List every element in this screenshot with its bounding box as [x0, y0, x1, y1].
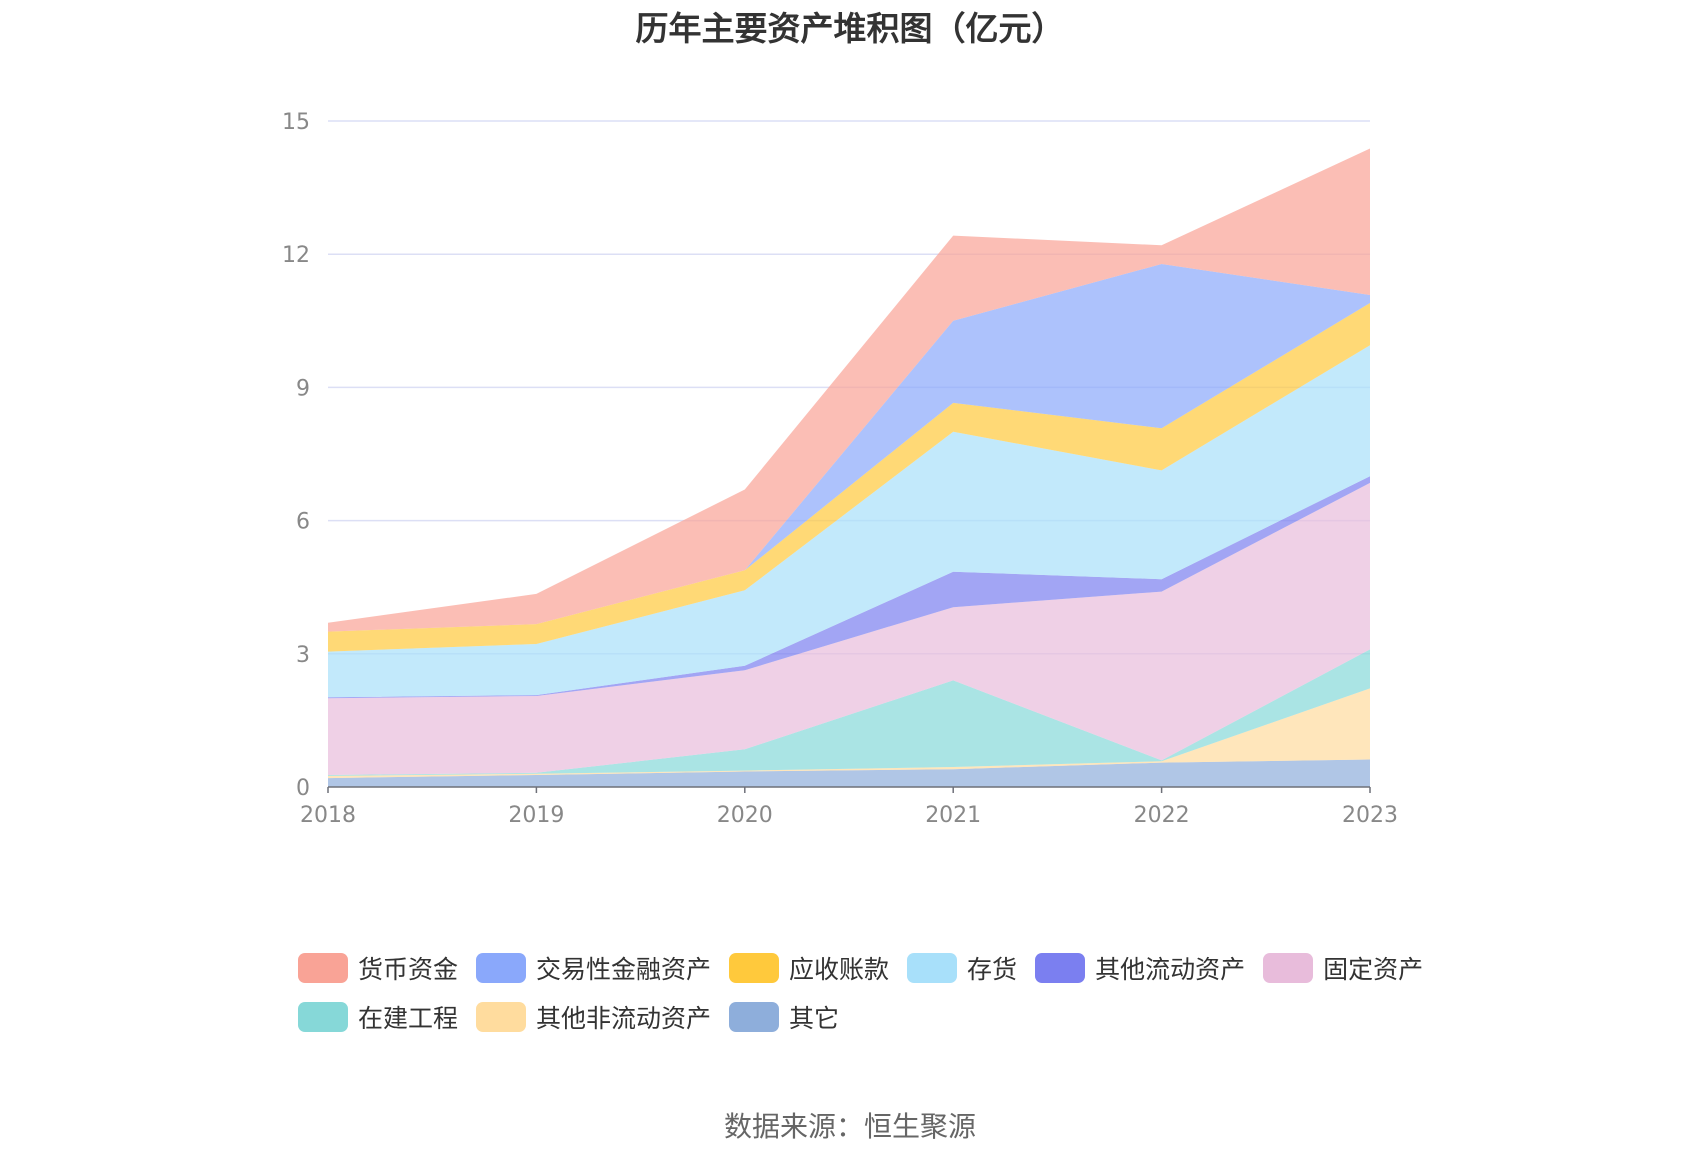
y-tick-label: 3 [296, 643, 310, 668]
area-其他流动资产 [328, 476, 1370, 699]
legend-label: 其它 [789, 1004, 840, 1033]
area-其它 [328, 759, 1370, 787]
x-tick-label: 2020 [717, 803, 773, 828]
legend-label: 固定资产 [1323, 955, 1424, 984]
y-tick-label: 9 [296, 376, 310, 401]
legend-item[interactable]: 交易性金融资产 [476, 953, 712, 984]
legend-swatch [729, 1002, 780, 1032]
legend-item[interactable]: 其他流动资产 [1035, 953, 1246, 984]
legend-swatch [907, 953, 958, 983]
legend-swatch [476, 953, 527, 983]
x-tick-label: 2022 [1134, 803, 1190, 828]
legend-item[interactable]: 货币资金 [298, 953, 459, 984]
data-source: 数据来源：恒生聚源 [723, 1110, 976, 1143]
legend-label: 其他非流动资产 [536, 1004, 712, 1033]
legend-item[interactable]: 其他非流动资产 [476, 1002, 712, 1033]
area-在建工程 [328, 649, 1370, 776]
legend-label: 应收账款 [789, 955, 890, 984]
chart-title: 历年主要资产堆积图（亿元） [635, 9, 1065, 48]
legend-item[interactable]: 存货 [907, 953, 1018, 984]
legend-swatch [1263, 953, 1314, 983]
y-tick-label: 15 [282, 110, 310, 135]
legend-item[interactable]: 固定资产 [1263, 953, 1424, 984]
legend-item[interactable]: 其它 [729, 1002, 840, 1033]
legend-label: 货币资金 [358, 955, 459, 984]
x-tick-label: 2019 [508, 803, 564, 828]
area-series [328, 148, 1370, 787]
legend-item[interactable]: 在建工程 [298, 1002, 459, 1033]
legend: 货币资金 交易性金融资产 应收账款 存货 其他流动资产 固定资产在建工程 其他非流动资产 其它 [298, 953, 1458, 1033]
area-存货 [328, 345, 1370, 698]
legend-swatch [476, 1002, 527, 1032]
legend-swatch [1035, 953, 1086, 983]
legend-swatch [298, 1002, 348, 1032]
x-tick-label: 2018 [300, 803, 356, 828]
legend-label: 交易性金融资产 [536, 955, 712, 984]
x-tick-label: 2021 [925, 803, 981, 828]
area-固定资产 [328, 482, 1370, 775]
legend-swatch [298, 953, 348, 983]
area-交易性金融资产 [328, 264, 1370, 632]
y-tick-label: 12 [282, 243, 310, 268]
legend-label: 在建工程 [358, 1004, 459, 1033]
legend-label: 其他流动资产 [1095, 955, 1246, 984]
legend-label: 存货 [967, 955, 1018, 984]
axes: 0 3 6 9 12 15 2018 2019 2020 2021 2022 2023 [282, 110, 1398, 828]
x-tick-label: 2023 [1342, 803, 1398, 828]
legend-item[interactable]: 应收账款 [729, 953, 890, 984]
legend-swatch [729, 953, 780, 983]
area-货币资金 [328, 148, 1370, 632]
y-tick-label: 0 [296, 776, 310, 801]
y-tick-label: 6 [296, 510, 310, 535]
